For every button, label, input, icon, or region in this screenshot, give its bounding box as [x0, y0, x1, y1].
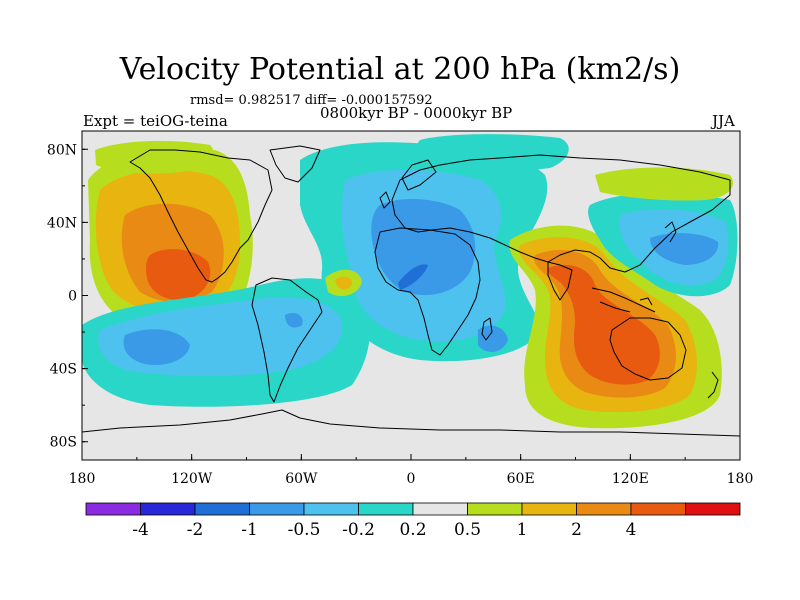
lat-tick-label: 80N — [47, 142, 77, 158]
coastline-australia — [609, 317, 687, 381]
coastline-india — [547, 261, 573, 301]
colorbar-box — [521, 502, 577, 516]
lon-tick-label: 60E — [507, 471, 535, 487]
lat-tick-label: 80S — [50, 435, 77, 451]
colorbar-label: -4 — [132, 520, 149, 540]
plot-subtitle: rmsd= 0.982517 diff= -0.000157592 — [190, 93, 433, 108]
colorbar-label: -0.5 — [288, 520, 321, 540]
colorbar-box — [630, 502, 686, 516]
colorbar-label: 0.5 — [454, 520, 481, 540]
lat-tick-label: 40N — [47, 215, 77, 231]
contour-negative-africa-1 — [371, 198, 476, 296]
coastlines — [82, 145, 740, 437]
longitude-axis: 180 120W 60W 0 60E 120E 180 — [69, 454, 754, 487]
lat-tick-label: 40S — [50, 362, 77, 378]
colorbar-box — [85, 502, 141, 516]
lon-tick-label: 60W — [285, 471, 318, 487]
lon-tick-label: 180 — [727, 471, 754, 487]
colorbar-label: 0.2 — [399, 520, 426, 540]
contour-positive-atlantic-0.5 — [335, 276, 352, 290]
coastline-south-america — [251, 277, 323, 403]
colorbar-label: 1 — [517, 520, 528, 540]
velocity-potential-contours — [82, 134, 738, 429]
coastline-north-america — [129, 149, 273, 283]
contour-positive-arctic-0.2 — [95, 140, 214, 174]
colorbar-box — [467, 502, 523, 516]
season-label: JJA — [712, 112, 735, 130]
colorbar-label: 2 — [571, 520, 582, 540]
period-label: 0800kyr BP - 0000kyr BP — [320, 104, 513, 122]
coastline-uk — [379, 191, 391, 209]
lon-tick-label: 0 — [407, 471, 416, 487]
contour-negative-southpac-1b — [285, 313, 303, 328]
colorbar-label: -0.2 — [342, 520, 375, 540]
coastline-eurasia — [391, 154, 731, 273]
coastline-new-zealand — [707, 371, 719, 399]
latitude-axis: 80N 40N 0 40S 80S — [47, 142, 88, 451]
colorbar-box — [140, 502, 196, 516]
coastline-maritime-continent — [591, 287, 656, 313]
lon-tick-label: 120W — [171, 471, 213, 487]
plot-title: Velocity Potential at 200 hPa (km2/s) — [119, 52, 681, 87]
colorbar-box — [685, 502, 741, 516]
contour-negative-nwpac-1 — [650, 233, 719, 265]
colorbar-label: -2 — [187, 520, 204, 540]
coastline-scandinavia — [401, 159, 437, 191]
contour-positive-northpac-0.2 — [595, 167, 733, 201]
map-panel — [82, 131, 740, 460]
colorbar: -4 -2 -1 -0.5 -0.2 0.2 0.5 1 2 4 — [85, 502, 741, 540]
coastline-antarctica — [82, 409, 740, 437]
lon-tick-label: 120E — [612, 471, 649, 487]
coastline-africa — [374, 227, 481, 356]
coastline-madagascar — [481, 317, 493, 341]
contour-negative-arctic-0.2 — [416, 134, 569, 171]
colorbar-box — [194, 502, 250, 516]
colorbar-box — [303, 502, 359, 516]
colorbar-box — [358, 502, 414, 516]
lat-tick-label: 0 — [68, 289, 77, 305]
coastline-japan — [664, 221, 677, 243]
coastline-greenland — [269, 145, 321, 183]
colorbar-box — [249, 502, 305, 516]
contour-negative-indian-1 — [478, 325, 508, 352]
contour-positive-indopac-2 — [547, 264, 660, 385]
colorbar-label: 4 — [626, 520, 637, 540]
colorbar-box — [576, 502, 632, 516]
colorbar-box — [412, 502, 468, 516]
experiment-label: Expt = teiOG-teina — [83, 112, 228, 130]
contour-negative-southpac-1 — [123, 329, 190, 366]
contour-negative-africa-2 — [398, 264, 428, 290]
colorbar-label: -1 — [241, 520, 258, 540]
lon-tick-label: 180 — [69, 471, 96, 487]
